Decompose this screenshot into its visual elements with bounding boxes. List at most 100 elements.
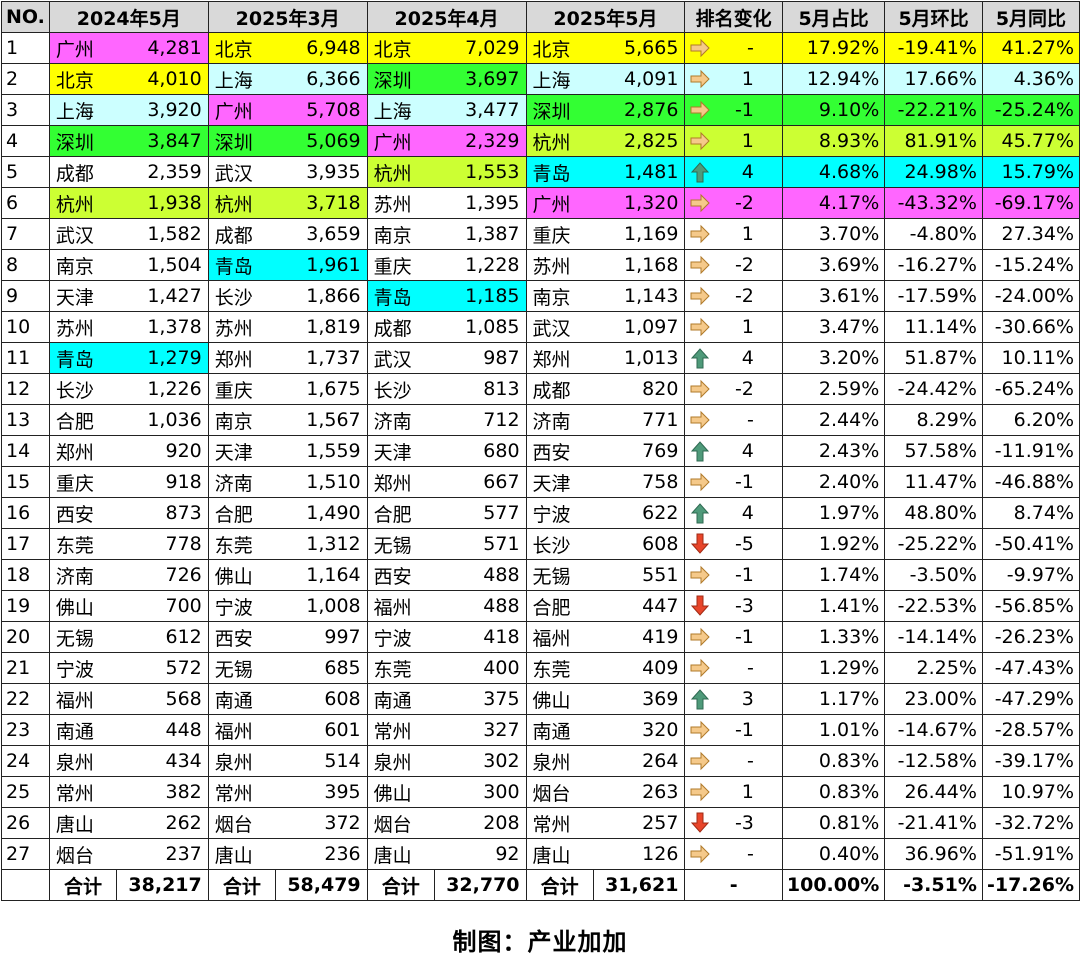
city-name: 郑州 [525, 342, 594, 374]
city-name: 苏州 [366, 187, 435, 219]
may-yoy: -65.24% [981, 373, 1080, 405]
sales-value: 327 [434, 714, 527, 746]
rank-change-value: 1 [720, 63, 783, 95]
may-yoy: 45.77% [981, 125, 1080, 157]
sales-value: 577 [434, 497, 527, 529]
sales-value: 1,737 [275, 342, 368, 374]
may-share: 1.29% [781, 652, 886, 684]
table-row: 18 济南 726 佛山 1,164 西安 488 无锡 551 -1 1.74% -3.50% -9.… [1, 559, 1080, 591]
rank-change-value: 1 [720, 776, 783, 808]
city-name: 长沙 [525, 528, 594, 560]
may-share: 3.47% [781, 311, 886, 343]
table-row: 2 北京 4,010 上海 6,366 深圳 3,697 上海 4,091 1 12.94% 17.6… [1, 63, 1080, 95]
sales-value: 419 [593, 621, 686, 653]
rank-number: 13 [1, 404, 50, 436]
may-yoy: -30.66% [981, 311, 1080, 343]
arrow-right-icon [689, 409, 711, 431]
arrow-right-icon [689, 223, 711, 245]
city-name: 长沙 [48, 373, 117, 405]
rank-number: 11 [1, 342, 50, 374]
total-rank-change: - [684, 869, 783, 901]
city-name: 重庆 [366, 249, 435, 281]
rank-number: 26 [1, 807, 50, 839]
city-name: 武汉 [525, 311, 594, 343]
sales-value: 1,143 [593, 280, 686, 312]
sales-value: 601 [275, 714, 368, 746]
rank-change-indicator [684, 280, 721, 312]
rank-change-value: - [720, 32, 783, 64]
rank-change-value: 4 [720, 156, 783, 188]
city-name: 杭州 [366, 156, 435, 188]
rank-change-indicator [684, 807, 721, 839]
sales-value: 3,697 [434, 63, 527, 95]
may-mom: -3.50% [884, 559, 983, 591]
may-share: 1.97% [781, 497, 886, 529]
rank-change-indicator [684, 621, 721, 653]
rank-change-value: -2 [720, 249, 783, 281]
may-mom: 81.91% [884, 125, 983, 157]
rank-number: 6 [1, 187, 50, 219]
sales-value: 685 [275, 652, 368, 684]
city-name: 东莞 [525, 652, 594, 684]
may-mom: 23.00% [884, 683, 983, 715]
table-row: 20 无锡 612 西安 997 宁波 418 福州 419 -1 1.33% -14.14% -26.… [1, 621, 1080, 653]
city-name: 苏州 [48, 311, 117, 343]
rank-change-value: 4 [720, 497, 783, 529]
city-name: 唐山 [525, 838, 594, 870]
city-name: 西安 [48, 497, 117, 529]
sales-value: 758 [593, 466, 686, 498]
table-row: 22 福州 568 南通 608 南通 375 佛山 369 3 1.17% 23.00% -47.29… [1, 683, 1080, 715]
city-name: 长沙 [207, 280, 276, 312]
table-row: 21 宁波 572 无锡 685 东莞 400 东莞 409-1.29% 2.25% -47.43% [1, 652, 1080, 684]
city-name: 合肥 [366, 497, 435, 529]
city-name: 合肥 [48, 404, 117, 436]
rank-change-value: -1 [720, 559, 783, 591]
rank-number: 1 [1, 32, 50, 64]
total-label: 合计 [48, 869, 118, 901]
sales-value: 300 [434, 776, 527, 808]
may-mom: -16.27% [884, 249, 983, 281]
table-row: 1 广州 4,281 北京 6,948 北京 7,029 北京 5,665-17.92% -19.… [1, 32, 1080, 64]
rank-number: 27 [1, 838, 50, 870]
total-no-cell [1, 869, 50, 901]
total-value: 38,217 [116, 869, 209, 901]
may-mom: 24.98% [884, 156, 983, 188]
sales-value: 2,825 [593, 125, 686, 157]
header-2025-04: 2025年4月 [366, 1, 527, 33]
sales-value: 571 [434, 528, 527, 560]
rank-change-indicator [684, 683, 721, 715]
rank-change-value: -2 [720, 187, 783, 219]
city-name: 天津 [525, 466, 594, 498]
city-name: 广州 [366, 125, 435, 157]
may-share: 0.83% [781, 776, 886, 808]
rank-change-value: 1 [720, 311, 783, 343]
sales-value: 918 [116, 466, 209, 498]
total-share: 100.00% [781, 869, 886, 901]
arrow-right-icon [689, 626, 711, 648]
city-name: 青岛 [207, 249, 276, 281]
sales-value: 1,228 [434, 249, 527, 281]
sales-value: 612 [116, 621, 209, 653]
city-name: 福州 [525, 621, 594, 653]
rank-change-indicator [684, 342, 721, 374]
rank-change-value: -1 [720, 94, 783, 126]
may-yoy: -28.57% [981, 714, 1080, 746]
city-name: 无锡 [366, 528, 435, 560]
sales-value: 375 [434, 683, 527, 715]
rank-change-indicator [684, 714, 721, 746]
header-2024-05: 2024年5月 [48, 1, 209, 33]
sales-value: 3,847 [116, 125, 209, 157]
sales-value: 1,226 [116, 373, 209, 405]
sales-value: 236 [275, 838, 368, 870]
sales-value: 568 [116, 683, 209, 715]
sales-value: 257 [593, 807, 686, 839]
city-name: 南通 [525, 714, 594, 746]
total-label: 合计 [366, 869, 435, 901]
sales-value: 262 [116, 807, 209, 839]
rank-change-indicator [684, 373, 721, 405]
arrow-right-icon [689, 68, 711, 90]
may-mom: -4.80% [884, 218, 983, 250]
sales-value: 488 [434, 590, 527, 622]
city-name: 杭州 [48, 187, 117, 219]
rank-number: 16 [1, 497, 50, 529]
